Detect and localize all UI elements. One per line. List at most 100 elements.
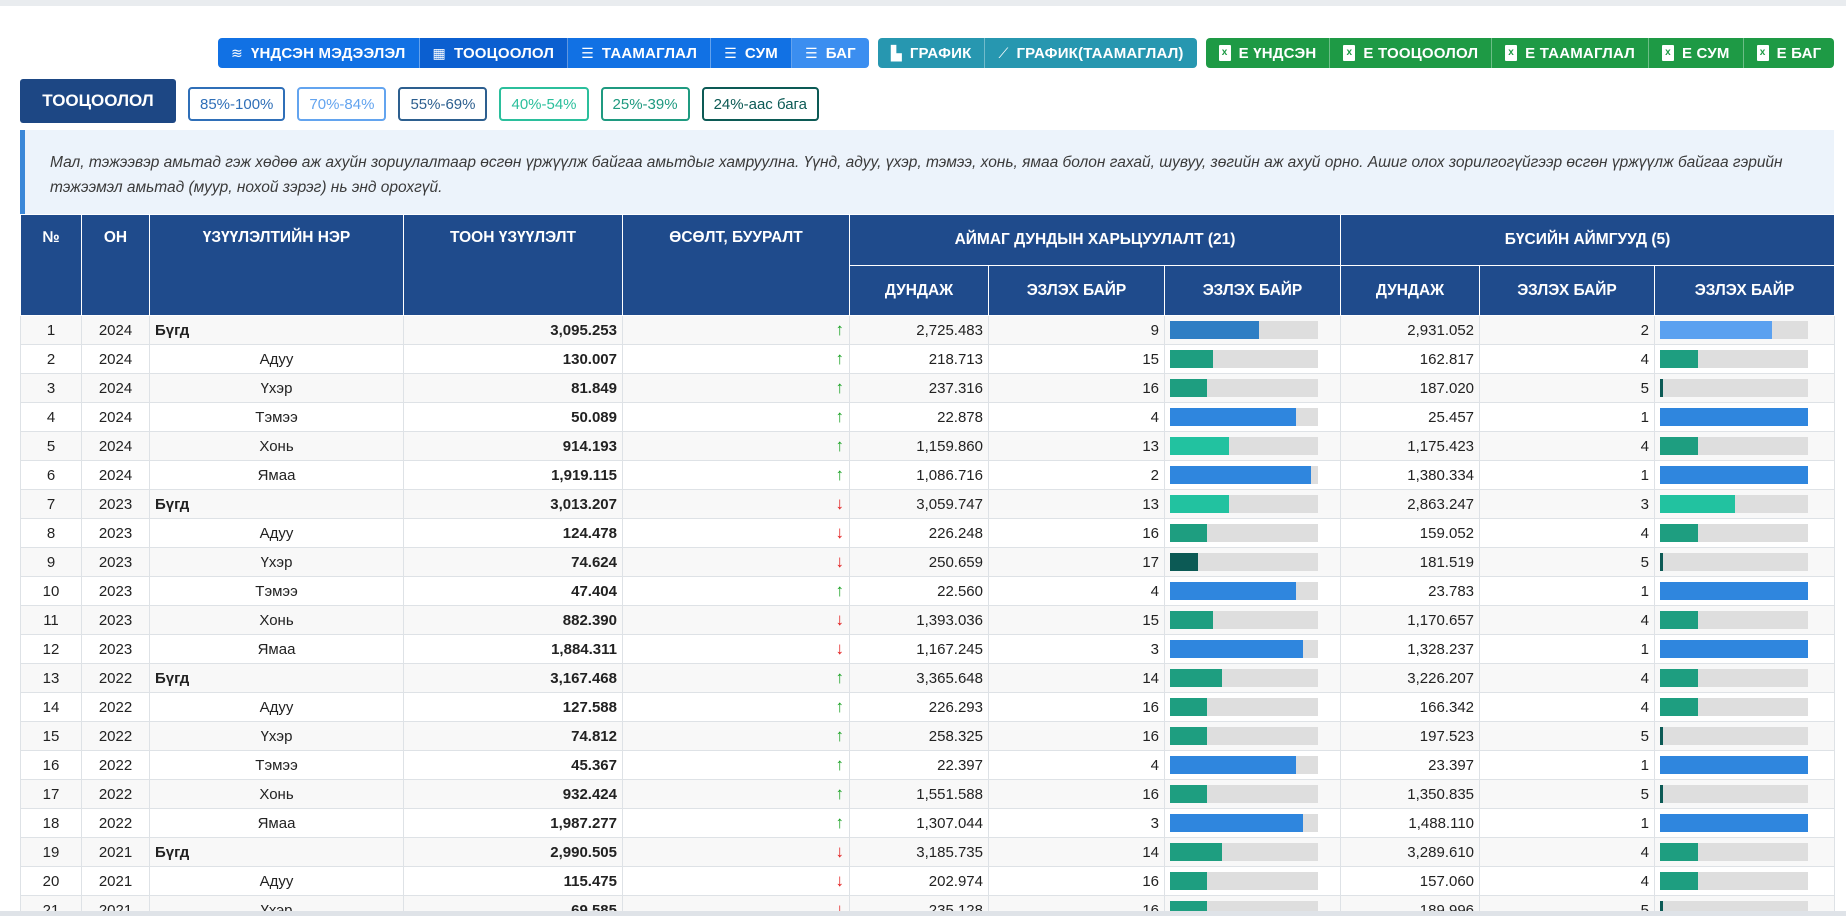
rank-bar-track bbox=[1660, 379, 1809, 397]
row-value: 50.089 bbox=[403, 402, 623, 432]
arrow-down-icon: ↓ bbox=[835, 523, 845, 542]
row-change: ↑ bbox=[622, 460, 850, 490]
header-indicator-name[interactable]: ҮЗҮҮЛЭЛТИЙН НЭР bbox=[149, 214, 404, 316]
header-value[interactable]: ТООН ҮЗҮҮЛЭЛТ bbox=[403, 214, 623, 316]
toolbar-button[interactable]: x Е СУМ bbox=[1648, 38, 1744, 68]
row-region-rank-bar bbox=[1654, 373, 1836, 403]
rank-bar-fill bbox=[1660, 321, 1773, 339]
table-row[interactable]: 3 2024 Үхэр 81.849 ↑ 237.316 16 187.020 5 bbox=[20, 373, 1836, 403]
toolbar-button[interactable]: ☰ БАГ bbox=[791, 38, 869, 68]
row-value: 1,884.311 bbox=[403, 634, 623, 664]
table-row[interactable]: 19 2021 Бүгд 2,990.505 ↓ 3,185.735 14 3,289.610… bbox=[20, 837, 1836, 867]
row-aimag-rank-bar bbox=[1163, 779, 1342, 809]
table-row[interactable]: 4 2024 Тэмээ 50.089 ↑ 22.878 4 25.457 1 bbox=[20, 402, 1836, 432]
rank-bar-track bbox=[1660, 785, 1809, 803]
header-region-average[interactable]: ДУНДАЖ bbox=[1340, 265, 1481, 316]
table-row[interactable]: 20 2021 Адуу 115.475 ↓ 202.974 16 157.060 4 bbox=[20, 866, 1836, 896]
row-change: ↑ bbox=[622, 373, 850, 403]
legend-item[interactable]: 85%-100% bbox=[188, 87, 286, 121]
toolbar-button[interactable]: x Е БАГ bbox=[1743, 38, 1835, 68]
toolbar-button[interactable]: ▦ ТООЦООЛОЛ bbox=[419, 38, 569, 68]
table-row[interactable]: 16 2022 Тэмээ 45.367 ↑ 22.397 4 23.397 1 bbox=[20, 750, 1836, 780]
table-row[interactable]: 21 2021 Үхэр 69.585 ↓ 235.128 16 189.996 5 bbox=[20, 895, 1836, 911]
rank-bar-fill bbox=[1170, 698, 1207, 716]
toolbar-button[interactable]: ≋ ҮНДСЭН МЭДЭЭЛЭЛ bbox=[218, 38, 420, 68]
row-aimag-rank-bar bbox=[1163, 547, 1342, 577]
table-row[interactable]: 10 2023 Тэмээ 47.404 ↑ 22.560 4 23.783 1 bbox=[20, 576, 1836, 606]
legend-item[interactable]: 40%-54% bbox=[499, 87, 589, 121]
row-region-average: 2,863.247 bbox=[1340, 489, 1481, 519]
list-icon: ☰ bbox=[581, 44, 594, 61]
toolbar-button[interactable]: ⟋ ГРАФИК(ТААМАГЛАЛ) bbox=[985, 38, 1197, 68]
header-aimag-average[interactable]: ДУНДАЖ bbox=[849, 265, 989, 316]
header-no[interactable]: № bbox=[20, 214, 82, 316]
toolbar-button[interactable]: ☰ СУМ bbox=[711, 38, 792, 68]
rank-bar-track bbox=[1660, 408, 1809, 426]
row-indicator-name: Хонь bbox=[149, 605, 404, 635]
row-aimag-average: 1,167.245 bbox=[849, 634, 989, 664]
table-row[interactable]: 14 2022 Адуу 127.588 ↑ 226.293 16 166.342 4 bbox=[20, 692, 1836, 722]
toolbar-button-label: ҮНДСЭН МЭДЭЭЛЭЛ bbox=[250, 44, 406, 62]
header-aimag-rank-bar[interactable]: ЭЗЛЭХ БАЙР bbox=[1163, 265, 1342, 316]
legend-item[interactable]: 24%-аас бага bbox=[701, 87, 820, 121]
arrow-down-icon: ↓ bbox=[835, 494, 845, 513]
toolbar-button[interactable]: ▙ ГРАФИК bbox=[877, 38, 986, 68]
legend-item[interactable]: 25%-39% bbox=[600, 87, 690, 121]
row-year: 2022 bbox=[81, 692, 150, 722]
row-region-rank: 1 bbox=[1479, 460, 1656, 490]
table-row[interactable]: 5 2024 Хонь 914.193 ↑ 1,159.860 13 1,175.423 4 bbox=[20, 431, 1836, 461]
table-row[interactable]: 17 2022 Хонь 932.424 ↑ 1,551.588 16 1,350.835 5 bbox=[20, 779, 1836, 809]
header-region-rank[interactable]: ЭЗЛЭХ БАЙР bbox=[1479, 265, 1656, 316]
table-row[interactable]: 13 2022 Бүгд 3,167.468 ↑ 3,365.648 14 3,226.207… bbox=[20, 663, 1836, 693]
table-row[interactable]: 6 2024 Ямаа 1,919.115 ↑ 1,086.716 2 1,380.334 1 bbox=[20, 460, 1836, 490]
row-region-average: 25.457 bbox=[1340, 402, 1481, 432]
rank-bar-fill bbox=[1660, 437, 1699, 455]
row-aimag-average: 226.293 bbox=[849, 692, 989, 722]
excel-icon: x bbox=[1343, 45, 1356, 61]
row-aimag-average: 237.316 bbox=[849, 373, 989, 403]
row-aimag-rank: 16 bbox=[988, 518, 1165, 548]
table-row[interactable]: 15 2022 Үхэр 74.812 ↑ 258.325 16 197.523 5 bbox=[20, 721, 1836, 751]
table-row[interactable]: 9 2023 Үхэр 74.624 ↓ 250.659 17 181.519 5 bbox=[20, 547, 1836, 577]
rank-bar-track bbox=[1660, 872, 1809, 890]
header-aimag-rank[interactable]: ЭЗЛЭХ БАЙР bbox=[988, 265, 1165, 316]
arrow-up-icon: ↑ bbox=[835, 726, 845, 745]
legend-item[interactable]: 55%-69% bbox=[398, 87, 488, 121]
header-change[interactable]: ӨСӨЛТ, БУУРАЛТ bbox=[622, 214, 850, 316]
rank-bar-fill bbox=[1170, 466, 1311, 484]
legend-item[interactable]: 70%-84% bbox=[297, 87, 387, 121]
toolbar-button[interactable]: x Е ҮНДСЭН bbox=[1205, 38, 1331, 68]
rank-bar-fill bbox=[1170, 872, 1207, 890]
header-region-rank-bar[interactable]: ЭЗЛЭХ БАЙР bbox=[1654, 265, 1836, 316]
table-row[interactable]: 7 2023 Бүгд 3,013.207 ↓ 3,059.747 13 2,863.247 3 bbox=[20, 489, 1836, 519]
row-region-rank-bar bbox=[1654, 460, 1836, 490]
toolbar-button[interactable]: x Е ТААМАГЛАЛ bbox=[1492, 38, 1649, 68]
table-row[interactable]: 18 2022 Ямаа 1,987.277 ↑ 1,307.044 3 1,488.110 1 bbox=[20, 808, 1836, 838]
rank-bar-fill bbox=[1660, 727, 1663, 745]
table-body: 1 2024 Бүгд 3,095.253 ↑ 2,725.483 9 2,931.052 2 2… bbox=[20, 315, 1836, 911]
table-row[interactable]: 11 2023 Хонь 882.390 ↓ 1,393.036 15 1,170.657 4 bbox=[20, 605, 1836, 635]
row-indicator-name: Адуу bbox=[149, 518, 404, 548]
arrow-up-icon: ↑ bbox=[835, 581, 845, 600]
toolbar-button-label: БАГ bbox=[825, 44, 856, 62]
arrow-up-icon: ↑ bbox=[835, 436, 845, 455]
toolbar-button[interactable]: x Е ТООЦООЛОЛ bbox=[1330, 38, 1493, 68]
rank-bar-track bbox=[1170, 669, 1318, 687]
table-row[interactable]: 1 2024 Бүгд 3,095.253 ↑ 2,725.483 9 2,931.052 2 bbox=[20, 315, 1836, 345]
row-aimag-average: 1,307.044 bbox=[849, 808, 989, 838]
table-row[interactable]: 2 2024 Адуу 130.007 ↑ 218.713 15 162.817 4 bbox=[20, 344, 1836, 374]
toolbar-button[interactable]: ☰ ТААМАГЛАЛ bbox=[568, 38, 712, 68]
row-aimag-rank: 3 bbox=[988, 634, 1165, 664]
rank-bar-track bbox=[1170, 350, 1318, 368]
rank-bar-track bbox=[1170, 727, 1318, 745]
header-year[interactable]: ОН bbox=[81, 214, 150, 316]
row-aimag-average: 218.713 bbox=[849, 344, 989, 374]
row-number: 11 bbox=[20, 605, 82, 635]
row-region-rank-bar bbox=[1654, 895, 1836, 911]
table-row[interactable]: 12 2023 Ямаа 1,884.311 ↓ 1,167.245 3 1,328.237 1 bbox=[20, 634, 1836, 664]
table-row[interactable]: 8 2023 Адуу 124.478 ↓ 226.248 16 159.052 4 bbox=[20, 518, 1836, 548]
arrow-up-icon: ↑ bbox=[835, 755, 845, 774]
row-region-rank: 1 bbox=[1479, 576, 1656, 606]
page: ≋ ҮНДСЭН МЭДЭЭЛЭЛ ▦ ТООЦООЛОЛ ☰ ТААМАГЛАЛ ☰ СУМ… bbox=[0, 6, 1846, 911]
row-region-rank: 5 bbox=[1479, 779, 1656, 809]
